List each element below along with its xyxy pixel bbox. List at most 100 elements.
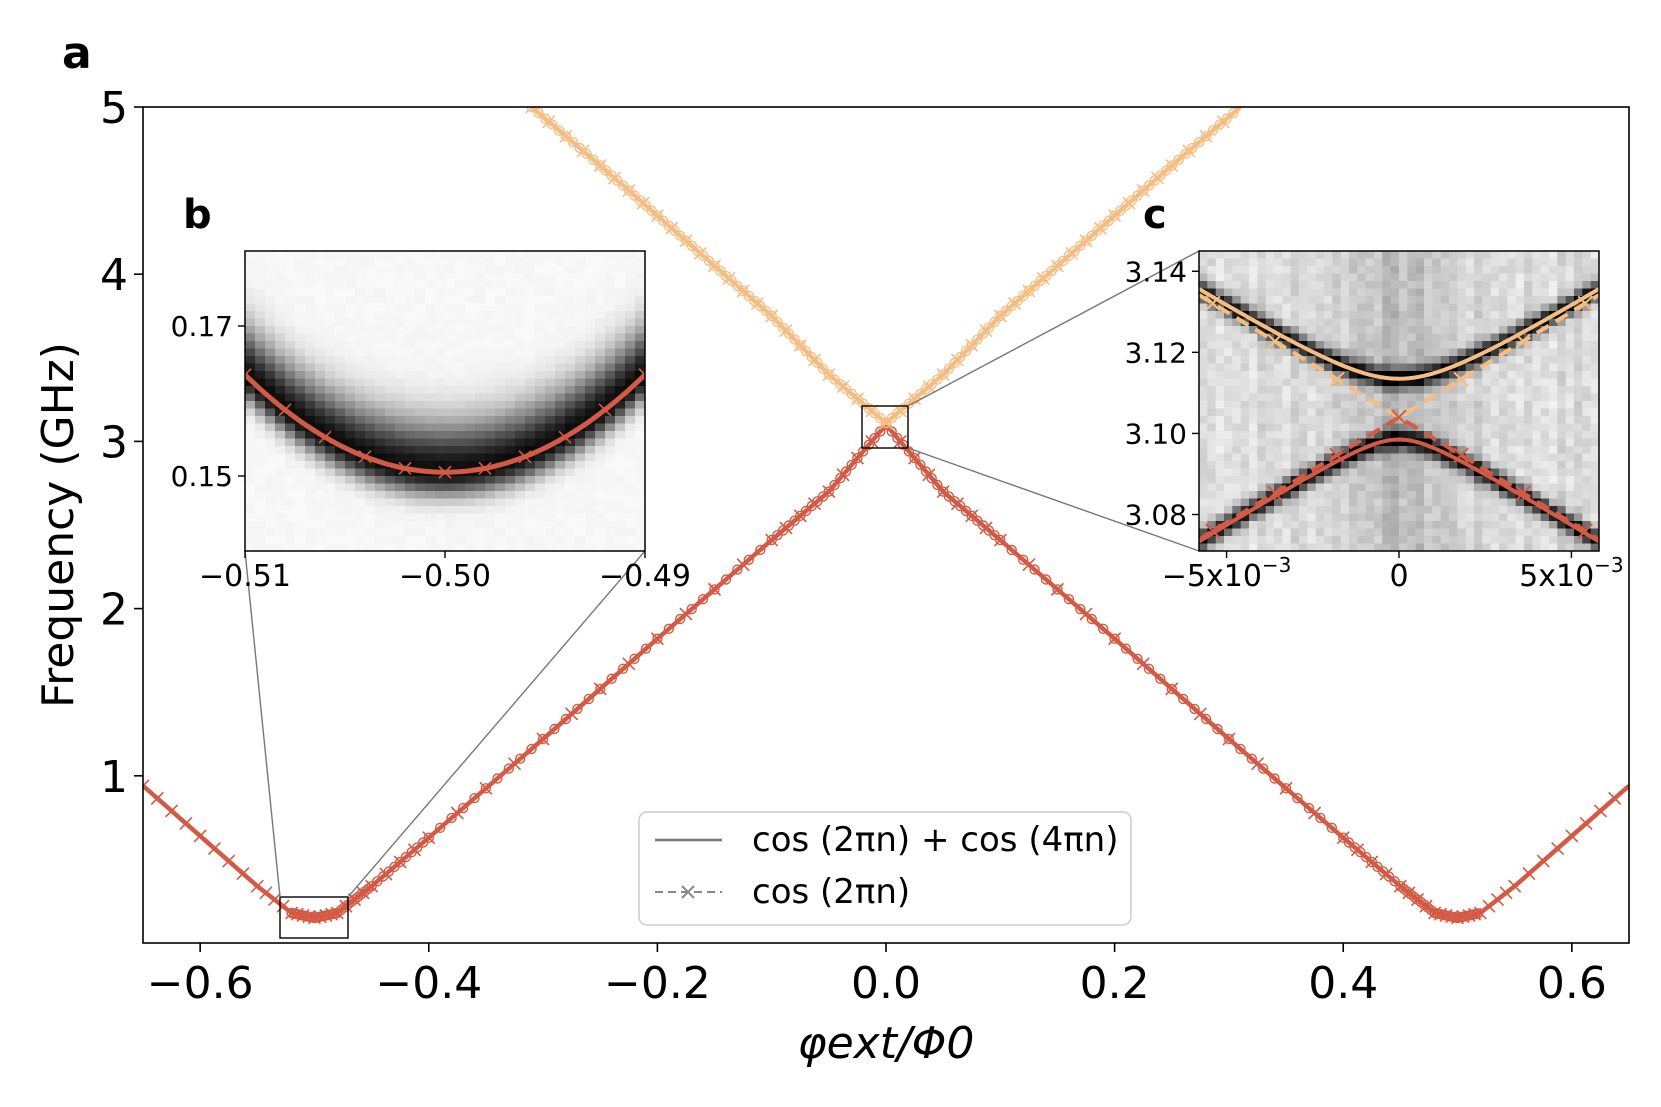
series-1-marker xyxy=(750,296,764,311)
inset-b-y-tick-label: 0.17 xyxy=(171,310,233,343)
series-1-marker xyxy=(1108,209,1122,223)
series-1-data-point xyxy=(567,136,578,148)
series-0-marker xyxy=(422,831,436,845)
x-tick-label: 0.0 xyxy=(851,958,921,1009)
series-1-data-point xyxy=(553,125,565,136)
series-1-data-point xyxy=(526,107,537,113)
x-tick-label: −0.2 xyxy=(604,958,711,1009)
series-0-marker xyxy=(622,657,636,671)
series-1-data-point xyxy=(581,148,592,160)
series-1-data-point xyxy=(1115,205,1126,216)
series-1-data-point xyxy=(1012,295,1023,307)
series-0-marker xyxy=(1365,855,1379,869)
series-0-data-point xyxy=(829,479,840,491)
series-0-marker xyxy=(1279,781,1293,795)
series-1-data-point xyxy=(743,290,754,302)
series-0-data-point xyxy=(349,894,360,905)
series-1-data-point xyxy=(777,322,789,333)
inset-b-marker xyxy=(518,450,532,464)
series-0-data-point xyxy=(1075,603,1086,615)
series-0-marker xyxy=(276,899,290,913)
main-axes: −0.6 −0.4 −0.2 0.0 0.2 0.4 0.6 1 2 3 4 5 xyxy=(100,83,1630,1009)
series-0-data-point xyxy=(595,683,606,695)
series-1-marker xyxy=(593,158,607,173)
series-0-marker xyxy=(565,707,579,721)
series-0-data-point xyxy=(686,603,697,615)
inset-b-marker xyxy=(278,403,292,417)
series-0-marker xyxy=(1136,657,1150,671)
series-0-marker xyxy=(250,879,264,893)
inset-c-x-tick-label: −5x10−3 xyxy=(1162,553,1292,594)
series-0-marker xyxy=(193,829,207,843)
series-0-data-point xyxy=(846,459,857,470)
inset-c-lower-marker xyxy=(1391,409,1407,425)
series-1-marker xyxy=(1093,221,1107,235)
series-1-marker xyxy=(993,309,1007,323)
series-0-data-point xyxy=(503,763,514,774)
series-1-data-point xyxy=(795,340,806,351)
series-1-marker xyxy=(525,107,539,114)
series-0-marker xyxy=(1499,886,1513,900)
series-0-marker xyxy=(1193,707,1207,721)
series-0-data-point xyxy=(869,432,880,444)
series-0-marker xyxy=(993,533,1007,547)
series-0-data-point xyxy=(457,802,469,814)
series-0-marker xyxy=(339,899,353,913)
x-tick-label: 0.2 xyxy=(1080,958,1150,1009)
series-1-data-point xyxy=(978,328,989,339)
series-0-data-point xyxy=(920,466,932,477)
series-0-marker xyxy=(450,806,464,820)
inset-c-lower-fit xyxy=(1199,437,1599,544)
x-tick-label: −0.4 xyxy=(375,958,482,1009)
series-1-data-point xyxy=(1228,107,1239,119)
series-0-marker xyxy=(765,533,779,547)
series-0-data-point xyxy=(583,693,594,705)
main-plot: −0.6 −0.4 −0.2 0.0 0.2 0.4 0.6 1 2 3 4 5 φext/Φ0 Fr… xyxy=(33,83,1630,1069)
series-1-marker xyxy=(879,416,893,430)
series-0-marker xyxy=(1050,582,1065,596)
series-0-data-point xyxy=(492,773,503,784)
series-1-marker xyxy=(1079,234,1093,248)
series-1-data-point xyxy=(938,369,949,380)
series-1-marker xyxy=(607,171,622,185)
series-0-marker xyxy=(1108,632,1122,646)
series-0-marker xyxy=(1508,879,1522,893)
series-0-data-point xyxy=(1315,812,1326,824)
series-1-data-point xyxy=(709,260,720,271)
inset-c-lower-marker xyxy=(1329,447,1345,463)
series-0-data-point xyxy=(423,832,434,843)
series-0-data-point xyxy=(1143,663,1155,674)
inset-b-marker xyxy=(245,368,252,382)
series-0-data-point xyxy=(932,479,943,491)
series-1-data-point xyxy=(540,113,551,124)
series-0-marker xyxy=(979,521,993,535)
series-0-marker xyxy=(1308,806,1322,820)
series-0-marker xyxy=(1593,804,1607,818)
inset-c-upper-marker xyxy=(1577,295,1593,312)
series-0-marker xyxy=(1608,791,1622,805)
series-0-data-point xyxy=(1189,703,1200,715)
series-1-marker xyxy=(1199,129,1213,143)
series-1-data-point xyxy=(547,119,558,130)
inset-c-lower-marker xyxy=(1453,447,1469,463)
series-1-data-point xyxy=(640,200,652,211)
series-0-marker xyxy=(479,781,493,795)
series-0-data-point xyxy=(359,886,370,897)
series-1-data-point xyxy=(966,340,977,351)
series-1-data-point xyxy=(1200,131,1212,142)
series-1-marker xyxy=(665,221,679,235)
series-0-data-point xyxy=(1422,902,1434,913)
series-0-data-point xyxy=(640,643,652,654)
series-0-marker xyxy=(536,732,550,746)
series-0-data-point xyxy=(840,466,852,477)
series-0-data-point xyxy=(1303,802,1315,814)
series-1-data-point xyxy=(972,334,983,345)
series-1-data-point xyxy=(1207,125,1219,136)
series-0-data-point xyxy=(335,905,346,916)
legend-frame xyxy=(638,811,1132,926)
series-0-marker xyxy=(1482,899,1496,913)
series-0-marker xyxy=(965,509,979,523)
series-0-data-point xyxy=(1395,881,1406,892)
series-1-marker xyxy=(1136,184,1150,198)
series-1-data-point xyxy=(1046,265,1057,277)
